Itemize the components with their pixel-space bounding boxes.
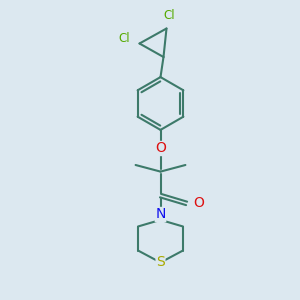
- Text: O: O: [155, 142, 166, 155]
- Text: N: N: [155, 208, 166, 221]
- Text: Cl: Cl: [118, 32, 130, 45]
- Text: O: O: [193, 196, 204, 210]
- Text: Cl: Cl: [164, 9, 175, 22]
- Text: S: S: [156, 256, 165, 269]
